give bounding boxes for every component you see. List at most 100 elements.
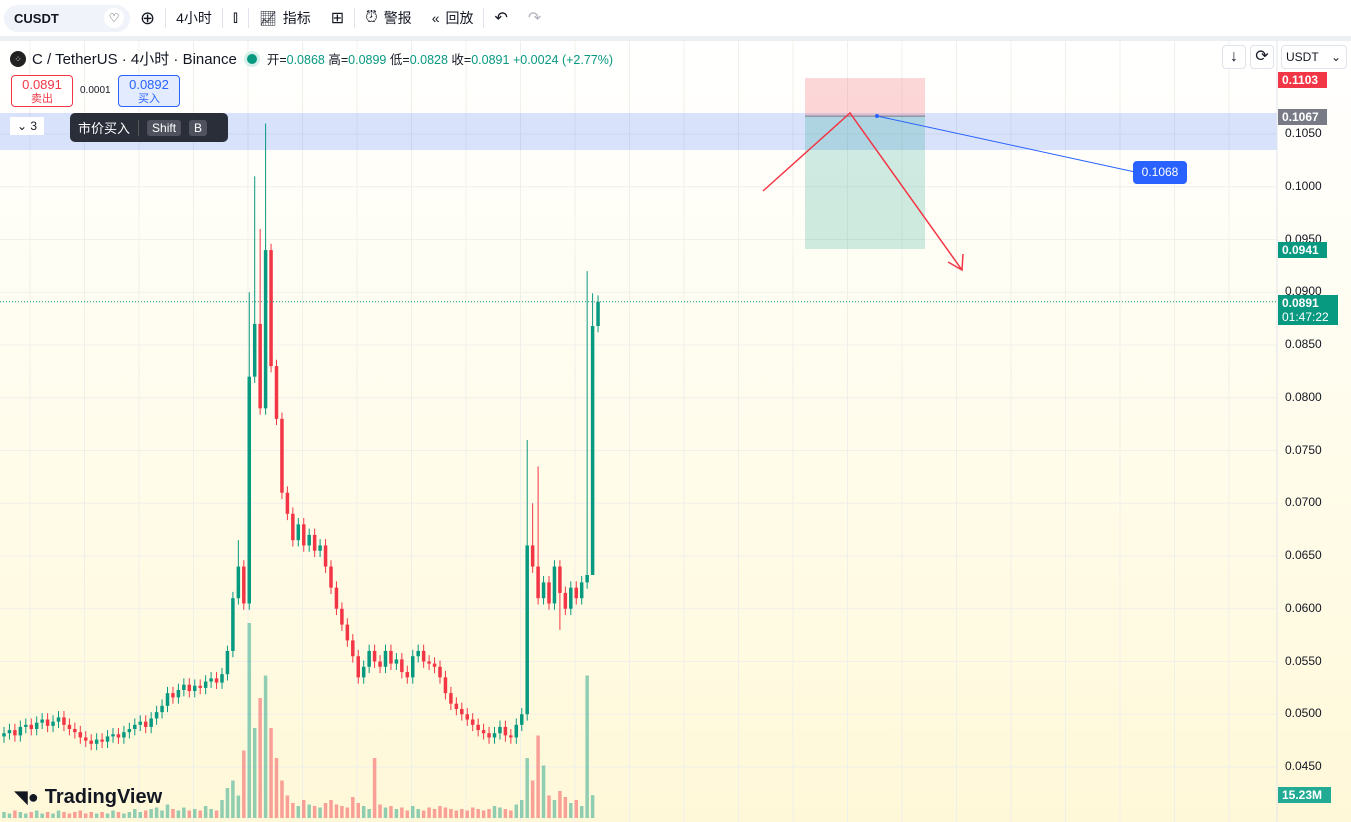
volume-bar (236, 795, 241, 818)
candle-body (78, 732, 83, 738)
candle-body (389, 650, 393, 664)
collapse-toggle[interactable]: ⌄ 3 (10, 117, 44, 135)
trendline-price-label[interactable]: 0.1068 (1133, 161, 1187, 184)
candle-body (285, 492, 290, 514)
volume-bar (198, 810, 202, 818)
chart-style-button[interactable]: ⫾ (223, 0, 248, 36)
price-tick: 0.0700 (1285, 495, 1322, 510)
candle-body (236, 566, 241, 599)
volume-bar (394, 809, 399, 818)
price-tick: 0.0850 (1285, 337, 1322, 351)
toolbar-separator (0, 36, 1351, 41)
undo-button[interactable]: ↶ (484, 0, 517, 36)
volume-bar (460, 809, 464, 818)
tooltip: 市价买入 Shift B (70, 113, 228, 142)
candle-body (552, 566, 557, 604)
volume-bar (84, 813, 88, 818)
candle-body (62, 717, 66, 725)
volume-bar (94, 813, 99, 818)
volume-bar (160, 810, 164, 818)
volume-bar (563, 797, 568, 818)
volume-bar (40, 813, 44, 818)
candle-body (274, 366, 279, 419)
volume-bar (427, 807, 431, 818)
candle-body (209, 678, 213, 682)
candle-body (405, 672, 410, 678)
candle-body (563, 592, 568, 609)
candle-body (51, 721, 55, 726)
indicators-button[interactable]: 📈︎ 指标 (249, 0, 321, 36)
volume-bar (552, 800, 557, 818)
candle-body (29, 724, 33, 730)
candle-body (242, 566, 246, 604)
candle-body (361, 666, 366, 678)
volume-bar (541, 765, 546, 818)
volume-bar (149, 809, 153, 818)
candle-body (372, 650, 377, 662)
candle-body (165, 693, 170, 706)
alert-button[interactable]: ⏰︎ 警报 (355, 0, 421, 36)
price-tick: 0.0500 (1285, 706, 1322, 721)
candle-body (585, 574, 589, 583)
volume-bar (558, 791, 562, 818)
buy-button[interactable]: 0.0892 买入 (118, 75, 180, 107)
candle-body (503, 726, 508, 736)
candle-body (149, 718, 153, 727)
replay-button[interactable]: « 回放 (422, 0, 484, 36)
candle-body (394, 659, 399, 664)
reset-scale-button[interactable]: ⟳ (1250, 45, 1274, 69)
interval-button[interactable]: 4小时 (166, 0, 222, 36)
candle-body (351, 640, 355, 657)
interval-label: 4小时 (176, 10, 212, 26)
volume-bar (498, 807, 502, 818)
volume-bar (334, 804, 339, 818)
price-tick: 0.1050 (1285, 126, 1322, 140)
volume-bar (454, 810, 459, 818)
add-symbol-icon: ⊕ (140, 7, 156, 28)
add-symbol-button[interactable]: ⊕ (130, 0, 165, 36)
volume-bar (525, 758, 529, 818)
candle-body (116, 734, 121, 738)
chart-pane[interactable] (0, 41, 1351, 822)
candle-body (558, 566, 562, 593)
candle-body (160, 705, 164, 713)
volume-bar (438, 806, 442, 818)
candle-body (263, 250, 268, 409)
volume-bar (220, 800, 224, 818)
volume-bar (509, 810, 513, 818)
currency-select[interactable]: USDT ⌄ (1281, 45, 1347, 69)
arrow-head (947, 253, 964, 272)
tradingview-logo[interactable]: ◥● TradingView (14, 786, 163, 808)
favorite-icon[interactable]: ♡ (104, 8, 124, 28)
sell-button[interactable]: 0.0891 卖出 (11, 75, 73, 107)
candle-body (492, 733, 497, 738)
redo-icon: ↷ (527, 10, 542, 27)
redo-button[interactable]: ↷ (518, 0, 551, 36)
candle-body (536, 566, 540, 599)
volume-bar (247, 623, 251, 818)
candle-body (334, 587, 339, 609)
candle-body (100, 739, 104, 742)
volume-bar (165, 804, 170, 818)
volume-bar (18, 812, 23, 818)
volume-bar (361, 806, 366, 818)
volume-bar (127, 812, 132, 818)
candle-body (454, 703, 459, 709)
candle-body (574, 587, 578, 599)
volume-bar (340, 806, 344, 818)
stop-price-tag: 0.1103 (1278, 72, 1327, 88)
volume-bar (100, 812, 104, 818)
volume-bar (209, 809, 213, 818)
volume-bar (269, 728, 273, 818)
legend-title[interactable]: C / TetherUS · 4小时 · Binance (32, 51, 237, 68)
layouts-button[interactable]: ⊞ (321, 0, 354, 36)
volume-bar (367, 809, 371, 818)
symbol-search[interactable]: CUSDT ♡ (4, 4, 130, 32)
candle-body (449, 693, 453, 704)
volume-bar (372, 758, 377, 818)
volume-bar (345, 807, 350, 818)
market-status-icon (246, 53, 257, 64)
volume-bar (449, 809, 453, 818)
scroll-down-button[interactable]: ↓ (1222, 45, 1246, 69)
candle-body (231, 598, 235, 651)
